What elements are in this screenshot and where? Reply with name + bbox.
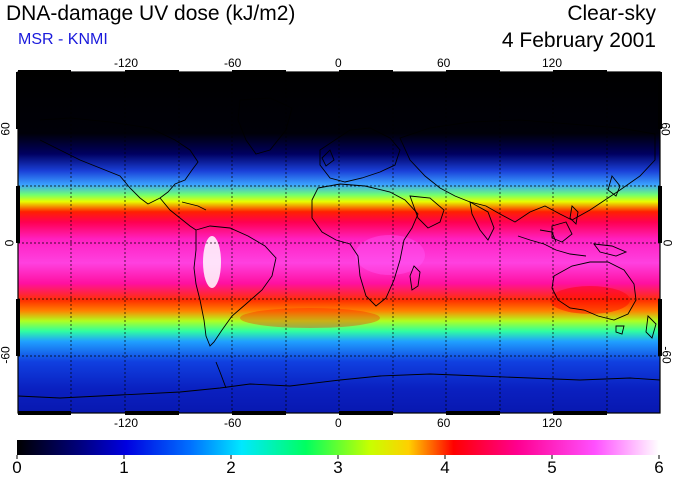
colorbar-label-3: 3 — [333, 458, 343, 477]
source-label: MSR - KNMI — [18, 31, 108, 48]
lat-tick-right-0: 0 — [660, 239, 675, 247]
lon-tick-top-minus60: -60 — [224, 56, 242, 70]
lon-tick-top-60: 60 — [437, 56, 451, 70]
colorbar-label-0: 0 — [12, 458, 22, 477]
coastlines — [18, 97, 660, 399]
colorbar-label-4: 4 — [440, 458, 450, 477]
lon-tick-bottom-minus60: -60 — [224, 416, 242, 430]
graticule — [18, 72, 660, 413]
lat-tick-right-minus60: -60 — [659, 346, 674, 364]
colorbar-label-6: 6 — [654, 458, 664, 477]
lon-tick-bottom-60: 60 — [437, 416, 451, 430]
lon-tick-top-0: 0 — [335, 56, 342, 70]
lat-tick-left-60: 60 — [0, 122, 13, 136]
map-border-scale — [16, 70, 662, 415]
lon-tick-bottom-0: 0 — [335, 416, 342, 430]
date-label: 4 February 2001 — [501, 29, 656, 52]
colorbar-ticks — [16, 455, 660, 459]
colorbar — [17, 440, 659, 455]
map-title: DNA-damage UV dose (kJ/m2) — [6, 2, 296, 25]
lon-tick-top-120: 120 — [542, 56, 563, 70]
lat-tick-right-60: 60 — [658, 122, 673, 136]
lon-tick-top-minus120: -120 — [114, 56, 139, 70]
field-details — [203, 235, 630, 328]
sky-condition-label: Clear-sky — [567, 2, 656, 25]
lat-tick-left-0: 0 — [2, 239, 17, 247]
lat-tick-left-minus60: -60 — [0, 346, 13, 364]
colorbar-label-2: 2 — [226, 458, 236, 477]
colorbar-label-1: 1 — [119, 458, 129, 477]
colorbar-label-5: 5 — [547, 458, 557, 477]
lon-tick-bottom-120: 120 — [542, 416, 563, 430]
lon-tick-bottom-minus120: -120 — [114, 416, 139, 430]
